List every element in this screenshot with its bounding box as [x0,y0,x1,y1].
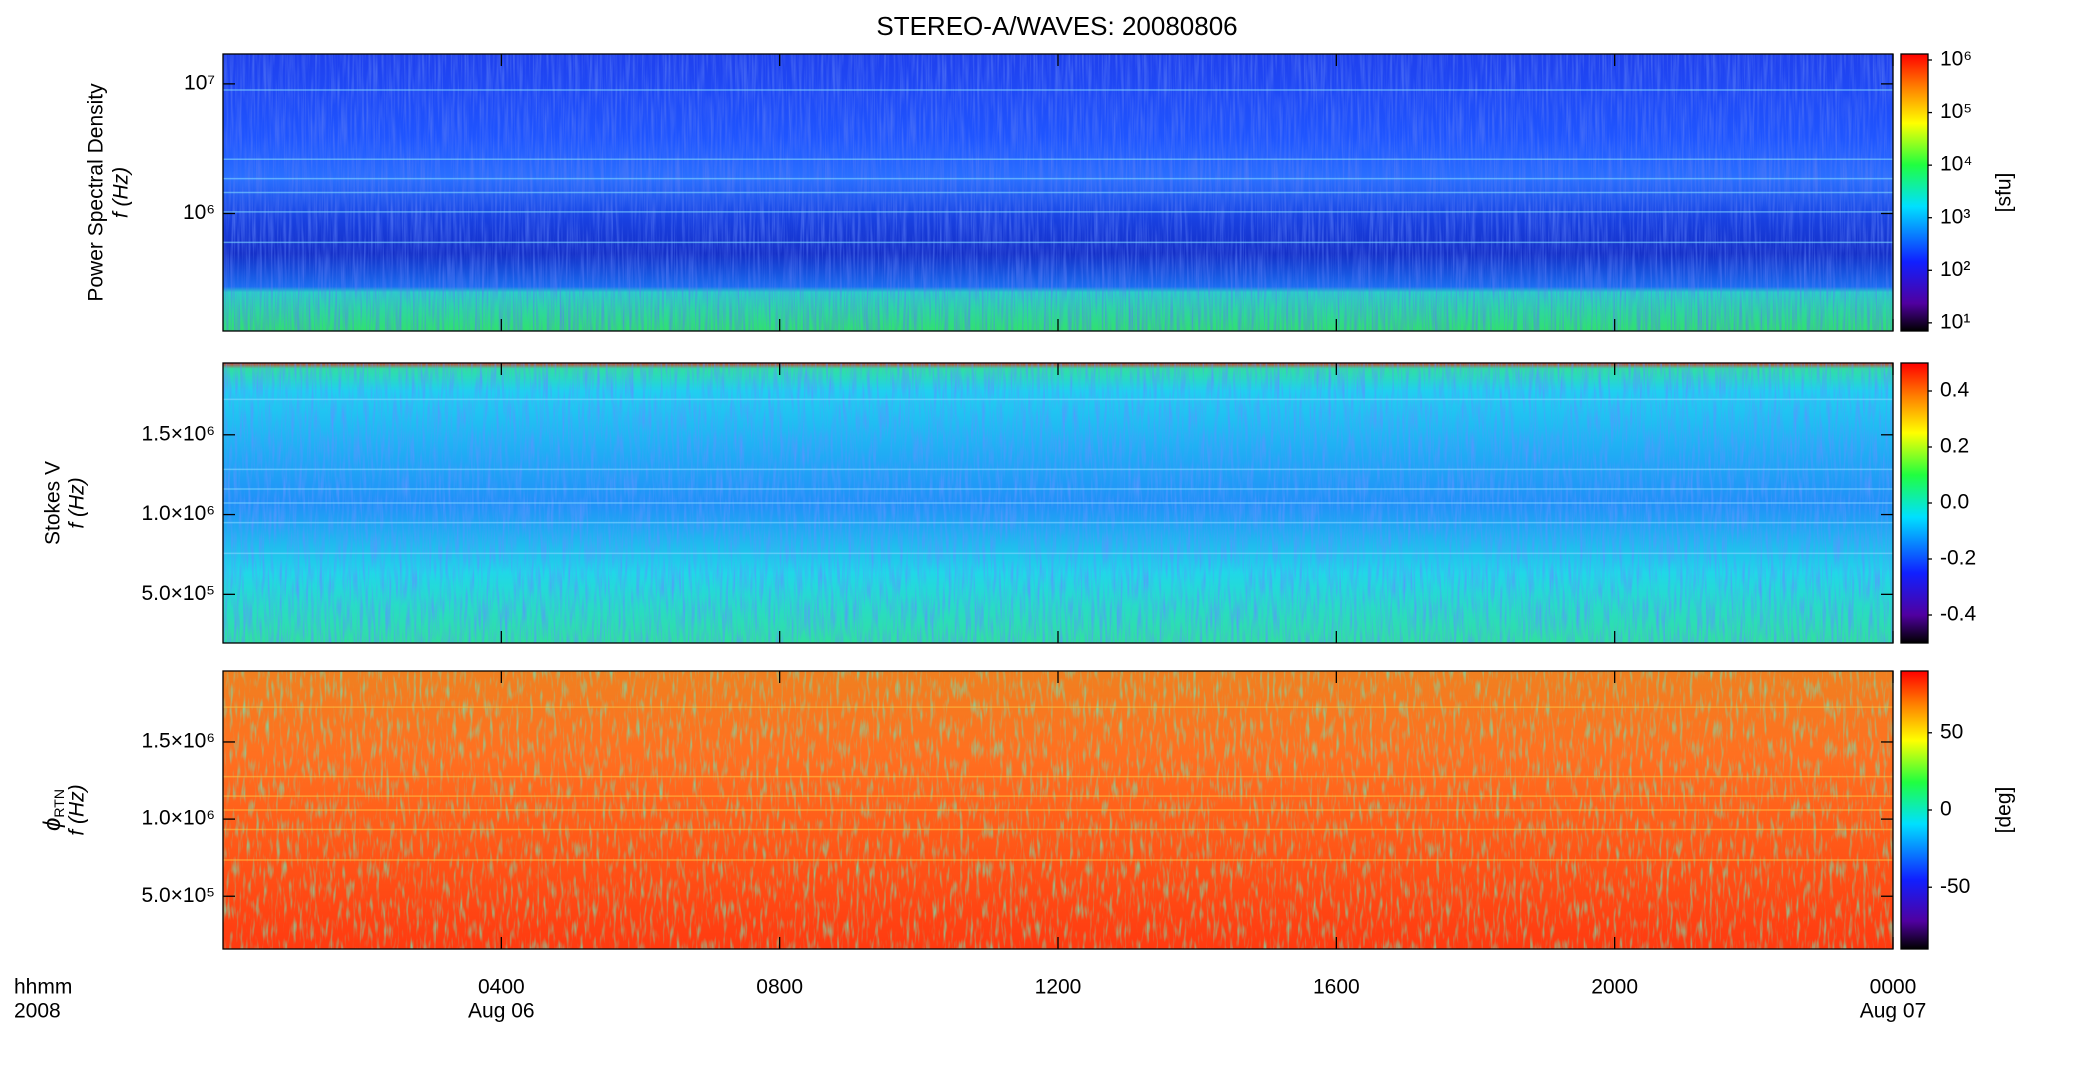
colorbar-tick-label: 10⁶ [1940,48,1972,71]
colorbar-tick-label: 10² [1940,258,1970,281]
x-tick-label: 1200 [1035,976,1082,999]
y-axis-label-subscript: RTN [51,789,67,818]
colorbar-tick-label: 0.0 [1940,491,1969,514]
colorbar-tick-label: -0.4 [1940,603,1977,626]
y-tick-label: 10⁶ [183,201,215,224]
colorbar-tick-label: -50 [1940,875,1970,898]
panel: 5.0×10⁵ 1.0×10⁶ 1.5×10⁶ -0.4 -0.2 0.0 0.2 0.4 St… [42,362,1977,644]
y-tick-label: 1.5×10⁶ [142,422,215,445]
y-axis-label: ϕRTN [39,789,66,831]
axes: 5.0×10⁵ 1.0×10⁶ 1.5×10⁶ -0.4 -0.2 0.0 0.2 0.4 [141,363,1977,643]
colorbar-tick-label: -0.2 [1940,547,1976,570]
colorbar-tick-label: 10³ [1940,205,1970,228]
colorbar-tick-label: 10⁵ [1940,100,1972,123]
x-tick-label: 0800 [756,976,803,999]
chart-title: STEREO-A/WAVES: 20080806 [876,11,1237,41]
y-axis-label: f (Hz) [110,167,133,218]
colorbar-tick-label: 10⁴ [1940,153,1972,176]
y-axis-label: Stokes V [42,461,65,545]
colorbar-tick-label: 50 [1940,720,1963,743]
x-tick-label: 0400 [478,976,525,999]
x-tick-label: 2000 [1591,976,1638,999]
colorbar-tick-label: 10¹ [1940,310,1970,333]
x-unit-label: 2008 [14,1000,61,1023]
y-axis-label-symbol: ϕ [39,818,66,831]
y-tick-label: 5.0×10⁵ [141,582,215,605]
colorbar [1900,53,1929,332]
y-tick-label: 5.0×10⁵ [141,884,215,907]
y-tick-label: 10⁷ [184,71,215,94]
x-tick-date-label: Aug 06 [468,1000,535,1023]
y-tick-label: 1.0×10⁶ [142,807,215,830]
axes: 10⁶ 10⁷ 10¹ 10² 10³ 10⁴ 10⁵ 10⁶ [183,48,1972,334]
colorbar-label: [deg] [1993,787,2016,834]
x-tick-label: 1600 [1313,976,1360,999]
y-tick-label: 1.0×10⁶ [142,502,215,525]
colorbar [1900,670,1929,950]
y-tick-label: 1.5×10⁶ [142,730,215,753]
x-unit-label: hhmm [14,976,72,999]
colorbar-tick-label: 0 [1940,798,1952,821]
colorbar-tick-label: 0.4 [1940,379,1970,402]
colorbar-tick-label: 0.2 [1940,435,1969,458]
colorbar-label: [sfu] [1993,173,2016,213]
panel: 10⁶ 10⁷ 10¹ 10² 10³ 10⁴ 10⁵ 10⁶ Power Spectral D… [85,48,2016,334]
y-axis-label: Power Spectral Density [85,83,108,302]
x-tick-date-label: Aug 07 [1860,1000,1927,1023]
x-tick-label: 0000 [1870,976,1917,999]
y-axis-label: f (Hz) [66,784,89,835]
colorbar [1900,362,1929,644]
y-axis-label: f (Hz) [66,477,89,528]
